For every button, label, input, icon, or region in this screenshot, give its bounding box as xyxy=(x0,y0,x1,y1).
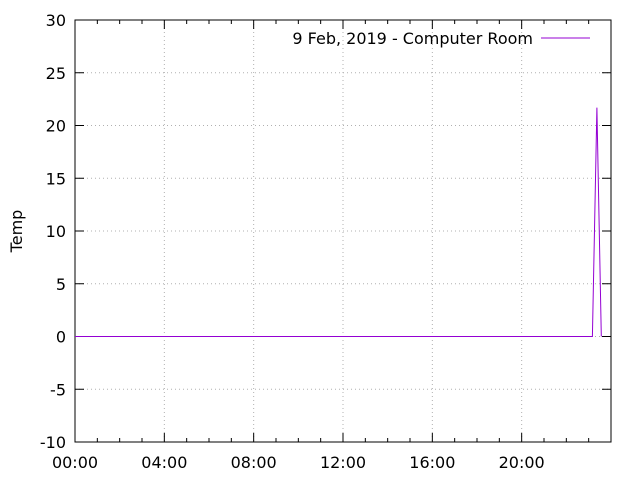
y-tick-label: 10 xyxy=(46,222,66,241)
y-tick-label: 0 xyxy=(56,328,66,347)
x-tick-label: 04:00 xyxy=(141,453,187,472)
series-line xyxy=(75,107,602,337)
y-tick-label: -10 xyxy=(40,433,66,452)
series-lines xyxy=(75,107,602,337)
x-tick-label: 08:00 xyxy=(231,453,277,472)
grid-lines xyxy=(75,20,611,442)
axis-ticks: -10 -5 0 5 10 15 20 25 30 00:00 04:00 08:00 12:00 16:… xyxy=(40,11,611,472)
y-axis-title: Temp xyxy=(7,210,26,254)
y-tick-label: 15 xyxy=(46,169,66,188)
y-tick-label: 5 xyxy=(56,275,66,294)
x-tick-label: 20:00 xyxy=(499,453,545,472)
y-tick-label: 25 xyxy=(46,64,66,83)
x-tick-label: 16:00 xyxy=(409,453,455,472)
y-tick-label: 30 xyxy=(46,11,66,30)
legend-label: 9 Feb, 2019 - Computer Room xyxy=(292,29,533,48)
legend: 9 Feb, 2019 - Computer Room xyxy=(292,29,590,48)
y-tick-label: -5 xyxy=(50,380,66,399)
x-tick-label: 00:00 xyxy=(52,453,98,472)
y-tick-label: 20 xyxy=(46,117,66,136)
x-tick-label: 12:00 xyxy=(320,453,366,472)
